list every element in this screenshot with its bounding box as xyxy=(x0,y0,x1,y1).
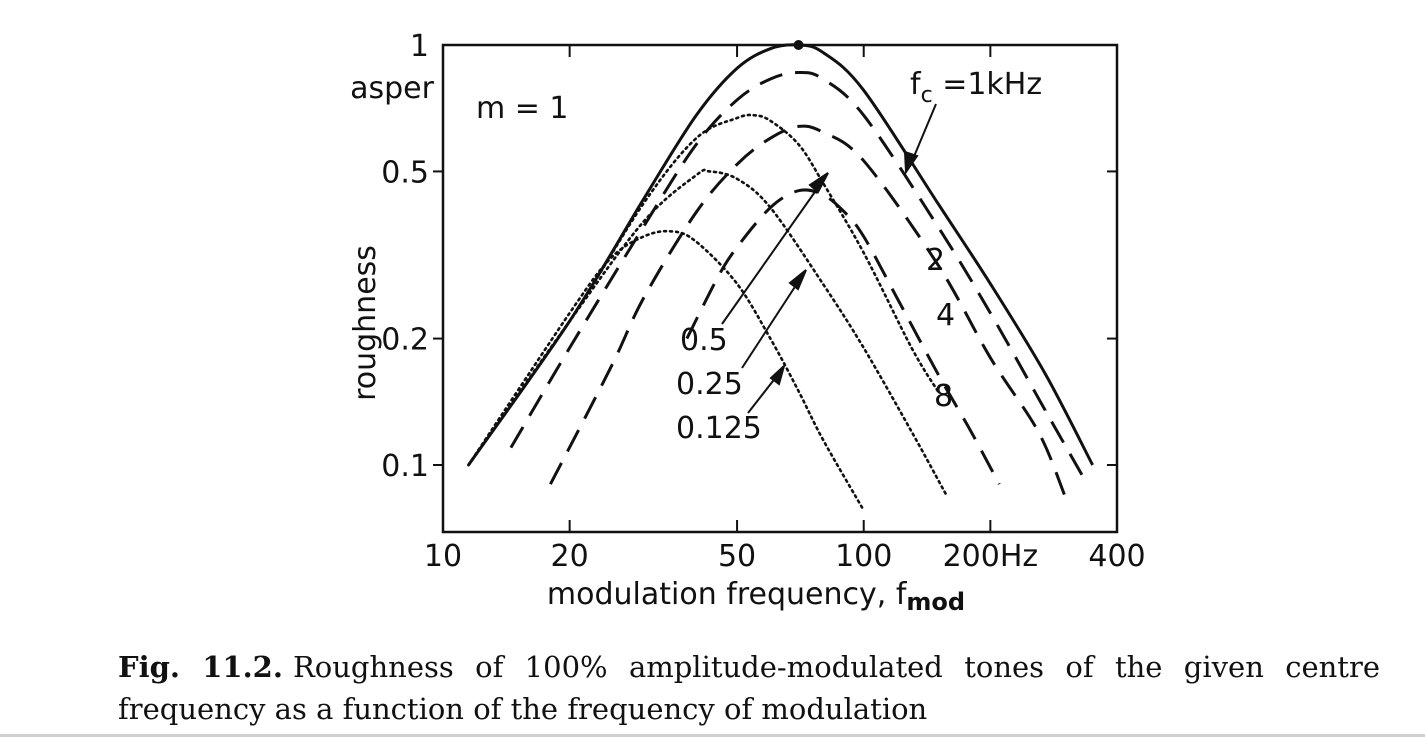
roughness-chart: 10 20 50 100 200Hz 400 1 0.5 0.2 0.1 asper roughn… xyxy=(348,29,1146,616)
y-unit-label: asper xyxy=(350,71,435,106)
annotation-fc: fc =1kHz xyxy=(910,67,1042,108)
annotation-fc-sub: c xyxy=(921,83,933,108)
x-tick-label-50: 50 xyxy=(718,539,756,574)
arrow-0-25-line xyxy=(741,275,803,369)
figure-caption-text: Roughness of 100% amplitude-modulated to… xyxy=(118,650,1380,726)
annotation-fc-main: f xyxy=(910,67,922,102)
y-tick-label-0.5: 0.5 xyxy=(381,155,429,190)
series-line-2 xyxy=(509,70,1089,485)
arrow-0-125-head xyxy=(769,362,786,386)
annotation-0-5: 0.5 xyxy=(680,323,728,358)
series-line-4 xyxy=(549,124,1066,496)
peak-marker xyxy=(793,40,804,50)
x-tick-label-10: 10 xyxy=(424,539,462,574)
x-tick-label-400: 400 xyxy=(1088,539,1145,574)
annotation-0-25: 0.25 xyxy=(676,367,743,402)
annotation-fc-suffix: =1kHz xyxy=(933,67,1042,102)
y-tick-label-0.2: 0.2 xyxy=(381,323,429,358)
y-axis-label: roughness xyxy=(348,245,383,401)
annotation-2: 2 xyxy=(926,243,945,278)
x-axis-label-main: modulation frequency, f xyxy=(547,577,908,612)
annotation-4: 4 xyxy=(936,298,955,333)
x-tick-label-20: 20 xyxy=(551,539,589,574)
arrow-0-5-head xyxy=(808,172,829,194)
y-tick-label-0.1: 0.1 xyxy=(381,449,429,484)
arrow-fc-head xyxy=(903,150,919,176)
x-axis-label: modulation frequency, fmod xyxy=(547,577,965,616)
y-tick-label-1: 1 xyxy=(410,29,429,64)
series-line-0-125 xyxy=(467,229,865,512)
bottom-divider xyxy=(0,734,1425,737)
axis-ticks: 10 20 50 100 200Hz 400 1 0.5 0.2 0.1 xyxy=(381,29,1145,574)
arrow-0-5-line xyxy=(721,178,825,325)
series-line-0-5 xyxy=(467,113,940,467)
x-tick-label-100: 100 xyxy=(835,539,892,574)
annotation-0-125: 0.125 xyxy=(676,411,762,446)
annotation-m: m = 1 xyxy=(476,91,569,126)
x-axis-label-sub: mod xyxy=(906,588,965,616)
markers xyxy=(793,40,804,50)
x-tick-label-200Hz: 200Hz xyxy=(943,539,1039,574)
figure-label: Fig. 11.2. xyxy=(118,650,283,684)
arrow-0-25-head xyxy=(788,269,807,291)
figure-caption: Fig. 11.2. Roughness of 100% amplitude-mo… xyxy=(118,646,1380,730)
annotation-8: 8 xyxy=(934,379,953,414)
leader-arrows xyxy=(721,103,937,414)
series-line-0-25 xyxy=(467,168,948,496)
